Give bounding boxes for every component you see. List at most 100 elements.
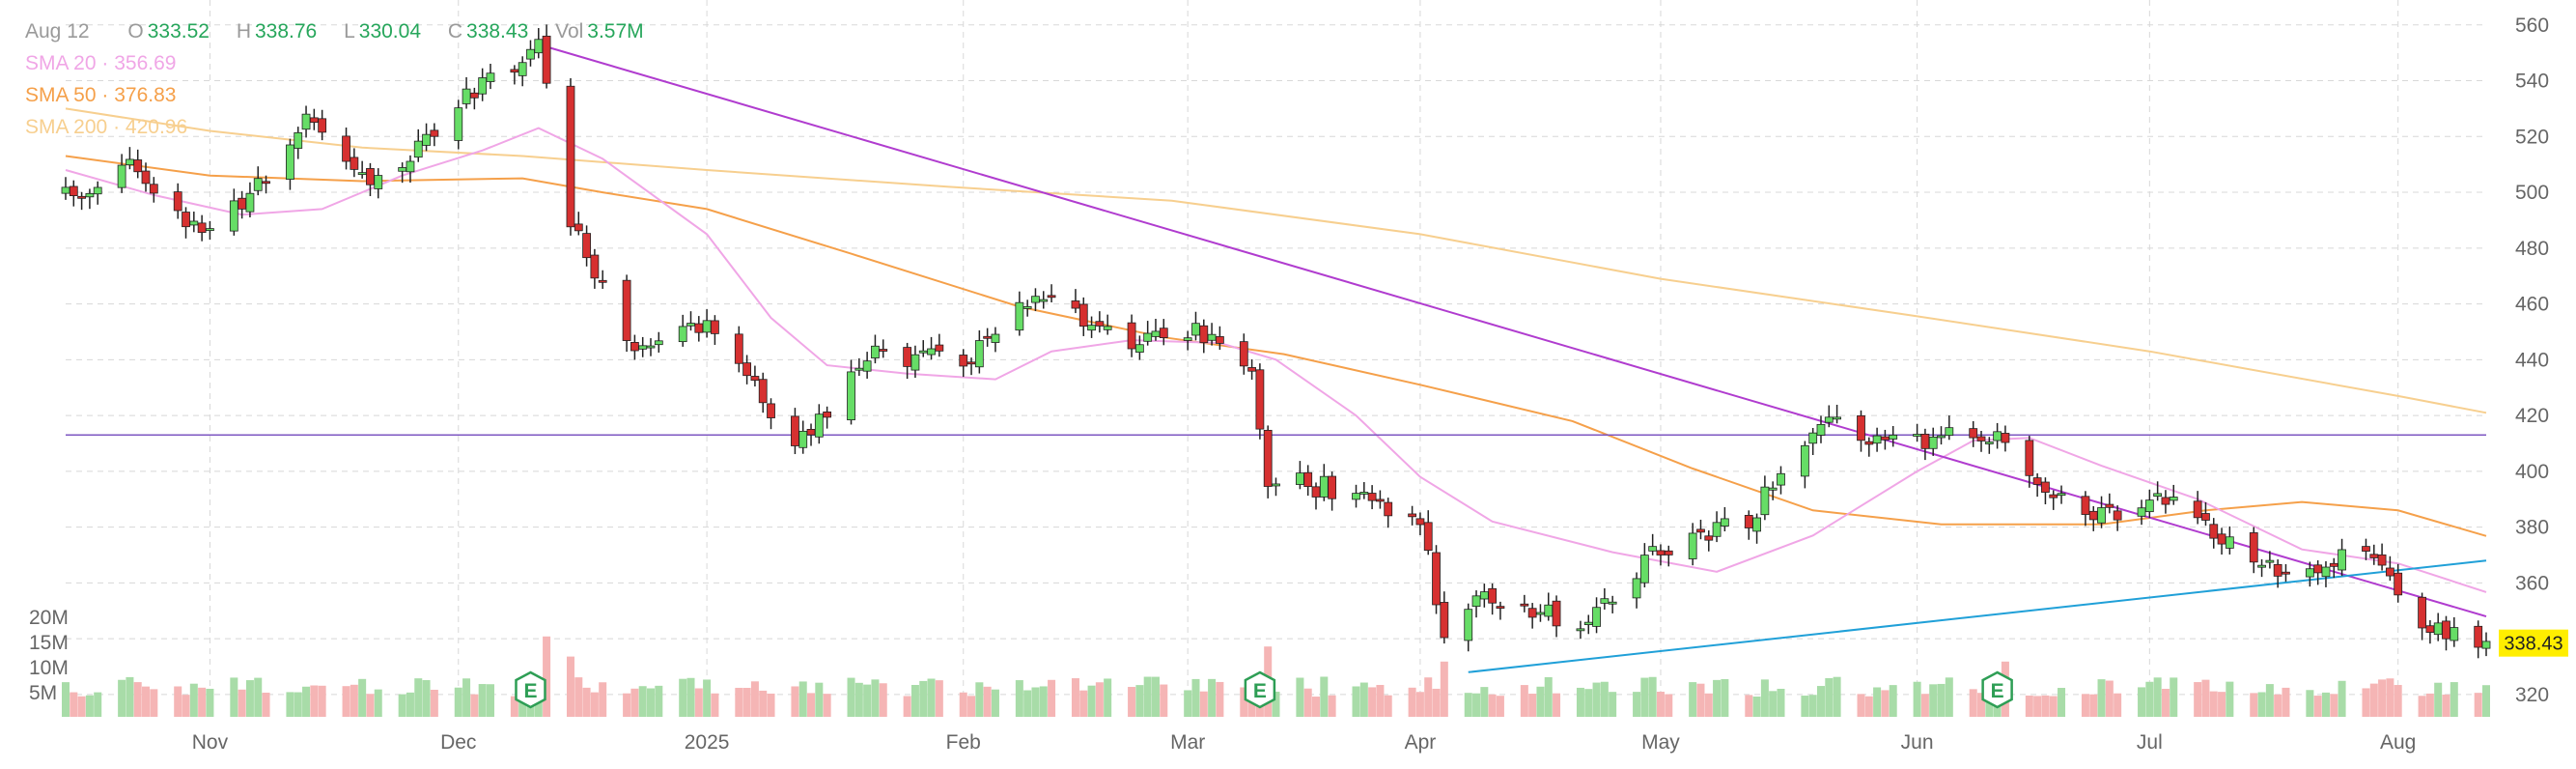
volume-bar [1752,696,1761,717]
candle [2377,543,2387,571]
candle [2362,538,2370,560]
candle [1255,363,1265,440]
volume-bar [1945,677,1953,717]
candle-layer[interactable] [61,24,2491,659]
volume-bar [2330,694,2338,717]
candle [1744,510,1753,540]
candle [1913,423,1922,442]
candle [526,40,535,67]
candle [1352,484,1360,508]
candle [742,355,752,384]
volume-bar [543,636,551,717]
candle-body [2137,507,2146,517]
candle [1864,437,1874,457]
candle-body [1311,486,1321,498]
candle-body [2153,493,2163,498]
volume-bar [1777,688,1785,717]
candle [1945,415,1954,441]
candle-body [1913,434,1922,437]
candle [1583,614,1593,635]
volume-bar [1303,688,1312,717]
earnings-marker[interactable]: E [515,670,546,709]
volume-bar [2434,682,2443,717]
candle [1103,314,1112,335]
candle-body [350,157,359,170]
candle-body [1639,555,1649,584]
earnings-marker[interactable]: E [1244,670,1276,709]
candle [1984,437,1994,454]
candle-body [2025,440,2034,476]
volume-bar [582,687,591,717]
earnings-marker[interactable]: E [1981,670,2013,709]
candle-body [294,131,303,149]
volume-bar [2257,692,2266,717]
volume-bar [2170,677,2178,717]
volume-bar [189,683,198,717]
sma200-legend[interactable]: SMA 200 · 420.96 [25,116,188,138]
sma-layer [65,107,2487,593]
candle [486,63,495,90]
candle [374,168,383,199]
ohlc-row: Aug 12 O 333.52 H 338.76 L 330.04 C 338.43 V… [25,15,665,47]
candle [1816,415,1826,443]
drawing-layer[interactable] [66,43,2487,673]
volume-bar [118,679,126,717]
candle [182,207,190,239]
x-tick-label: Jun [1901,731,1934,754]
candle-body [983,335,993,339]
volume-bar [679,678,687,717]
volume-bar [286,692,294,717]
candle-body [1920,433,1930,449]
candle [854,357,864,377]
candle-body [1247,367,1256,372]
candle-body [182,212,190,228]
candle-body [2217,533,2226,545]
volume-bar [406,692,414,717]
candle-body [2481,641,2491,649]
candle-body [542,35,551,84]
volume-bar [1464,693,1472,717]
candle [1833,404,1841,424]
volume-bar [1143,676,1152,717]
candle [454,100,463,150]
candle [702,309,712,338]
volume-bar [1184,690,1192,717]
candle-body [2201,513,2210,521]
candle-body [1833,416,1841,420]
volume-bar [1128,687,1136,717]
candle [1928,427,1938,456]
close-value: 338.43 [466,20,529,43]
volume-bar [1015,680,1023,717]
candle-body [1303,471,1313,488]
sma50-legend[interactable]: SMA 50 · 376.83 [25,84,177,106]
candle-body [1800,444,1809,477]
volume-bar [638,686,647,717]
candle [2433,612,2443,641]
sma20-legend[interactable]: SMA 20 · 356.69 [25,52,177,74]
volume-bar [646,688,655,717]
candle-body [2057,493,2066,497]
volume-bar [2226,681,2234,717]
volume-bar [1488,694,1497,717]
volume-layer [62,636,2490,717]
candle-body [806,428,816,436]
volume-bar [2145,681,2154,717]
last-price-label: 338.43 [2504,634,2562,655]
candle-body [814,413,824,438]
downtrend-line [538,43,2487,617]
candle-body [77,195,87,199]
volume-bar [1704,693,1713,717]
candle-body [2369,554,2379,558]
volume-bar [711,693,719,717]
candle-body [798,430,808,448]
candle [2049,490,2058,510]
candle [2385,555,2394,582]
volume-bar [1696,683,1705,717]
candle-body [1272,483,1280,487]
candle [61,177,70,200]
candle [1031,288,1040,312]
volume-bar [1359,682,1368,717]
